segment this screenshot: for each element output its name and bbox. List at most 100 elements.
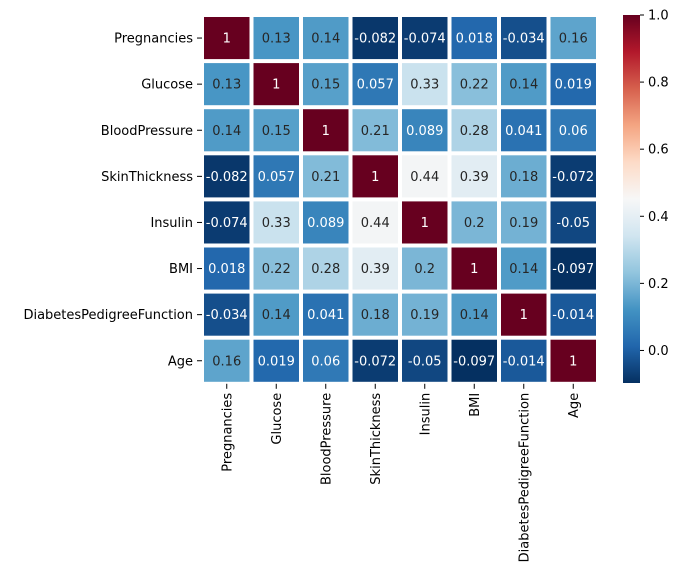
cell-value-label: 0.33 [410, 78, 439, 93]
cell-value-label: 0.44 [410, 170, 439, 185]
y-tick-label: BloodPressure [101, 124, 193, 139]
heatmap-cell [253, 63, 299, 106]
cell-value-label: 0.39 [460, 170, 489, 185]
cell-value-label: -0.072 [354, 354, 396, 369]
y-tick-label: SkinThickness [101, 170, 193, 185]
cell-value-label: 0.21 [311, 170, 340, 185]
heatmap-cell [550, 109, 596, 152]
cell-value-label: -0.082 [206, 170, 248, 185]
colorbar-tick-label: 0.2 [648, 277, 669, 292]
cell-value-label: 0.15 [311, 78, 340, 93]
heatmap-cell [451, 247, 497, 290]
y-tick-labels: Pregnancies Glucose BloodPressure SkinThick… [23, 32, 202, 369]
cell-value-label: -0.072 [552, 170, 594, 185]
heatmap-cell [352, 109, 398, 152]
cell-value-label: -0.082 [354, 32, 396, 47]
cell-value-label: -0.05 [556, 216, 590, 231]
cell-value-label: 0.2 [414, 262, 435, 277]
heatmap-cell [204, 201, 250, 244]
heatmap-cell [204, 63, 250, 106]
colorbar-tick-label: 0.6 [648, 143, 669, 158]
heatmap-cell [501, 109, 547, 152]
x-tick-label: SkinThickness [369, 393, 384, 485]
cell-value-label: 0.2 [464, 216, 485, 231]
x-tick-label: BloodPressure [319, 393, 334, 485]
heatmap-cell [303, 293, 349, 336]
y-tick-label: DiabetesPedigreeFunction [23, 308, 193, 323]
cell-value-label: 0.15 [262, 124, 291, 139]
x-tick-labels: Pregnancies Glucose BloodPressure SkinThick… [220, 383, 582, 563]
cell-value-label: 0.22 [262, 262, 291, 277]
heatmap-cell [303, 63, 349, 106]
heatmap-cell [204, 339, 250, 382]
cell-value-label: 0.22 [460, 78, 489, 93]
heatmap-cell [501, 17, 547, 60]
cell-value-label: 1 [272, 78, 280, 93]
heatmap-cell [402, 63, 448, 106]
cell-value-label: -0.097 [453, 354, 495, 369]
cell-value-label: 0.019 [555, 78, 592, 93]
heatmap-cell [501, 339, 547, 382]
heatmap-cell [501, 201, 547, 244]
cell-value-label: 0.019 [258, 354, 295, 369]
cell-value-label: 0.33 [262, 216, 291, 231]
x-tick-label: Glucose [270, 393, 285, 445]
cell-value-label: 0.18 [361, 308, 390, 323]
cell-value-label: 0.041 [505, 124, 542, 139]
cell-value-label: 0.14 [509, 262, 538, 277]
cell-value-label: 0.14 [262, 308, 291, 323]
colorbar-tick-label: 1.0 [648, 9, 669, 24]
heatmap-cell [550, 155, 596, 198]
heatmap-cell [402, 201, 448, 244]
heatmap-cell [253, 201, 299, 244]
heatmap-cell [204, 293, 250, 336]
heatmap-cell [451, 293, 497, 336]
heatmap-cell [352, 339, 398, 382]
heatmap-cell [352, 201, 398, 244]
heatmap-cell [303, 109, 349, 152]
heatmap-cell [451, 17, 497, 60]
cell-value-label: 0.089 [307, 216, 344, 231]
cell-value-label: 0.13 [212, 78, 241, 93]
heatmap-cell [352, 155, 398, 198]
heatmap-cell [402, 247, 448, 290]
cell-value-label: -0.014 [503, 354, 545, 369]
y-tick-label: Glucose [141, 78, 193, 93]
heatmap-cells: 1 0.13 0.14 -0.082 -0.074 0.018 -0.034 0.16 0.13… [204, 17, 596, 382]
heatmap-cell [451, 155, 497, 198]
cell-value-label: 1 [223, 32, 231, 47]
cell-value-label: -0.034 [503, 32, 545, 47]
heatmap-cell [451, 63, 497, 106]
heatmap-cell [402, 155, 448, 198]
heatmap-cell [550, 339, 596, 382]
cell-value-label: 1 [322, 124, 330, 139]
colorbar-gradient [623, 15, 640, 383]
colorbar: 0.0 0.2 0.4 0.6 0.8 1.0 [623, 9, 669, 383]
heatmap-cell [550, 63, 596, 106]
heatmap-cell [303, 247, 349, 290]
cell-value-label: 0.16 [559, 32, 588, 47]
x-tick-label: Age [567, 393, 582, 418]
cell-value-label: 0.14 [212, 124, 241, 139]
heatmap-cell [501, 247, 547, 290]
heatmap-cell [303, 155, 349, 198]
heatmap-cell [402, 17, 448, 60]
cell-value-label: 0.06 [311, 354, 340, 369]
heatmap-cell [550, 247, 596, 290]
heatmap-cell [253, 17, 299, 60]
heatmap-cell [352, 247, 398, 290]
heatmap-cell [253, 339, 299, 382]
heatmap-cell [352, 17, 398, 60]
cell-value-label: 0.057 [258, 170, 295, 185]
x-tick-label: DiabetesPedigreeFunction [517, 393, 532, 563]
cell-value-label: 0.13 [262, 32, 291, 47]
heatmap-cell [253, 155, 299, 198]
x-tick-label: BMI [468, 393, 483, 417]
colorbar-tick-label: 0.0 [648, 344, 669, 359]
cell-value-label: -0.014 [552, 308, 594, 323]
heatmap-cell [253, 109, 299, 152]
cell-value-label: 0.14 [460, 308, 489, 323]
x-tick-label: Insulin [418, 393, 433, 436]
colorbar-tick-label: 0.8 [648, 76, 669, 91]
